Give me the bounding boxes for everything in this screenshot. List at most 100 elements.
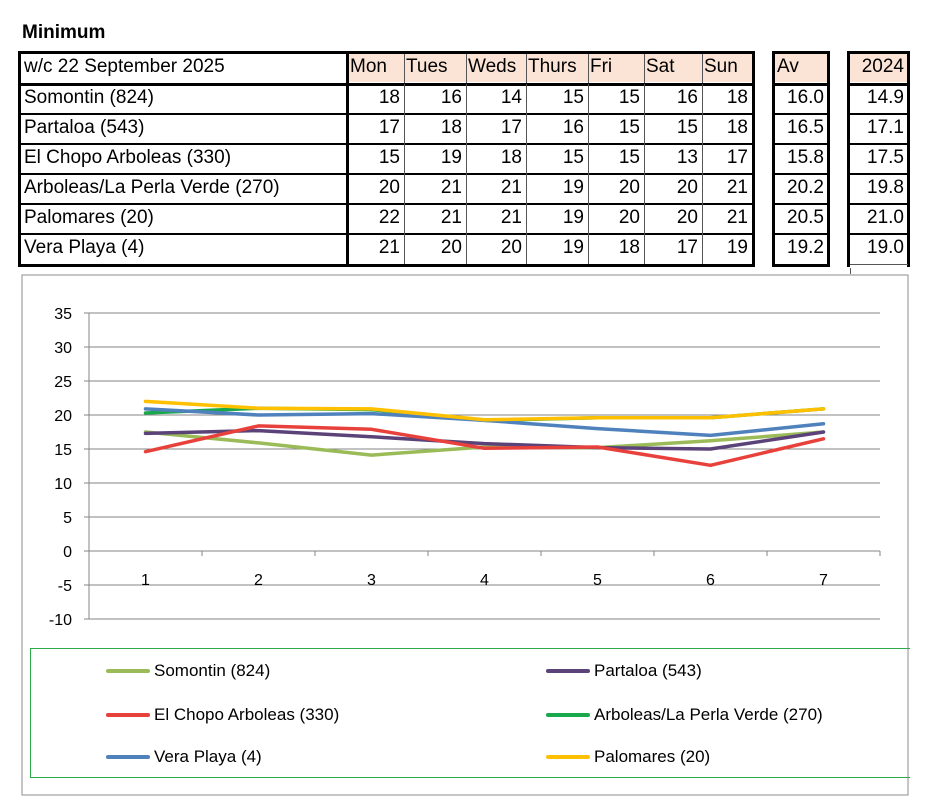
min-temp-cell: 18	[618, 237, 640, 258]
table-border	[404, 84, 405, 264]
min-temp-cell: 20	[676, 207, 698, 228]
min-temp-cell: 16	[676, 87, 698, 108]
table-border	[18, 143, 755, 145]
series-line	[143, 428, 826, 451]
station-name: El Chopo Arboleas (330)	[24, 147, 232, 168]
table-border	[847, 203, 910, 205]
table-border	[847, 83, 910, 86]
table-border	[752, 51, 755, 267]
min-temp-cell: 19	[440, 147, 462, 168]
min-temp-cell: 19	[562, 207, 584, 228]
min-temp-cell: 17	[378, 117, 400, 138]
table-border	[588, 84, 589, 264]
min-temp-cell: 18	[726, 87, 748, 108]
chart-legend: Somontin (824) Partaloa (543) El Chopo Arb…	[30, 648, 910, 778]
average-cell: 19.2	[787, 237, 824, 258]
legend-item: El Chopo Arboleas (330)	[106, 705, 339, 725]
y-tick-label: 25	[54, 374, 72, 391]
average-cell: 16.5	[787, 117, 824, 138]
table-border	[18, 233, 755, 235]
min-temp-cell: 21	[440, 177, 462, 198]
min-temp-cell: 21	[726, 177, 748, 198]
previous-year-cell: 19.0	[867, 237, 904, 258]
table-border	[847, 173, 910, 175]
min-temp-cell: 21	[378, 237, 400, 258]
table-border	[644, 54, 645, 83]
min-temp-cell: 20	[618, 177, 640, 198]
x-tick-label: 6	[706, 572, 715, 589]
table-border	[772, 143, 830, 145]
x-tick-label: 4	[480, 572, 489, 589]
table-border	[644, 84, 645, 264]
min-temp-cell: 18	[500, 147, 522, 168]
min-temp-cell: 17	[500, 117, 522, 138]
y-tick-label: 20	[54, 408, 72, 425]
min-temp-cell: 15	[618, 87, 640, 108]
min-temp-cell: 17	[726, 147, 748, 168]
min-temp-cell: 15	[378, 147, 400, 168]
min-temp-cell: 15	[562, 87, 584, 108]
min-temp-cell: 20	[676, 177, 698, 198]
table-border	[346, 51, 349, 267]
min-temp-cell: 13	[676, 147, 698, 168]
table-border	[772, 51, 775, 267]
table-border	[772, 173, 830, 175]
legend-label: Partaloa (543)	[594, 661, 702, 680]
table-border	[18, 203, 755, 205]
min-temp-cell: 14	[500, 87, 522, 108]
table-title: Minimum	[22, 22, 106, 43]
y-tick-label: 35	[54, 306, 72, 323]
table-border	[772, 264, 830, 267]
table-border	[466, 84, 467, 264]
station-name: Partaloa (543)	[24, 117, 145, 138]
legend-item: Palomares (20)	[546, 747, 710, 767]
station-name: Palomares (20)	[24, 207, 154, 228]
min-temp-cell: 20	[378, 177, 400, 198]
day-header: Fri	[588, 53, 644, 82]
y-tick-label: 0	[63, 544, 72, 561]
table-border	[772, 233, 830, 235]
series-line	[143, 399, 826, 422]
table-border	[526, 84, 527, 264]
legend-swatch	[106, 713, 150, 717]
day-header: Thurs	[526, 53, 588, 82]
legend-item: Arboleas/La Perla Verde (270)	[546, 705, 823, 725]
min-temp-cell: 17	[676, 237, 698, 258]
table-border	[18, 51, 755, 54]
min-temp-cell: 16	[440, 87, 462, 108]
x-tick-label: 5	[593, 572, 602, 589]
min-temp-cell: 21	[440, 207, 462, 228]
min-temp-cell: 15	[618, 147, 640, 168]
previous-year-cell: 17.5	[867, 147, 904, 168]
legend-label: Somontin (824)	[154, 661, 271, 680]
table-border	[18, 83, 755, 86]
average-cell: 20.5	[787, 207, 824, 228]
min-temp-cell: 20	[618, 207, 640, 228]
legend-swatch	[106, 755, 150, 759]
legend-item: Vera Playa (4)	[106, 747, 262, 767]
average-cell: 16.0	[787, 87, 824, 108]
min-temp-cell: 22	[378, 207, 400, 228]
table-border	[702, 84, 703, 264]
y-tick-label: 5	[63, 510, 72, 527]
day-header: Mon	[348, 53, 404, 82]
table-border	[850, 268, 851, 274]
average-cell: 15.8	[787, 147, 824, 168]
min-temp-cell: 19	[562, 177, 584, 198]
table-border	[850, 264, 908, 265]
table-border	[18, 173, 755, 175]
min-temp-cell: 18	[440, 117, 462, 138]
min-temp-cell: 15	[562, 147, 584, 168]
table-border	[702, 54, 703, 83]
table-border	[847, 143, 910, 145]
table-border	[907, 51, 910, 267]
series-line	[143, 424, 826, 468]
min-temp-cell: 21	[500, 177, 522, 198]
station-name: Arboleas/La Perla Verde (270)	[24, 177, 280, 198]
table-border	[588, 54, 589, 83]
x-tick-label: 3	[367, 572, 376, 589]
station-name: Somontin (824)	[24, 87, 154, 108]
min-temp-cell: 20	[440, 237, 462, 258]
average-header: Av	[775, 53, 828, 82]
